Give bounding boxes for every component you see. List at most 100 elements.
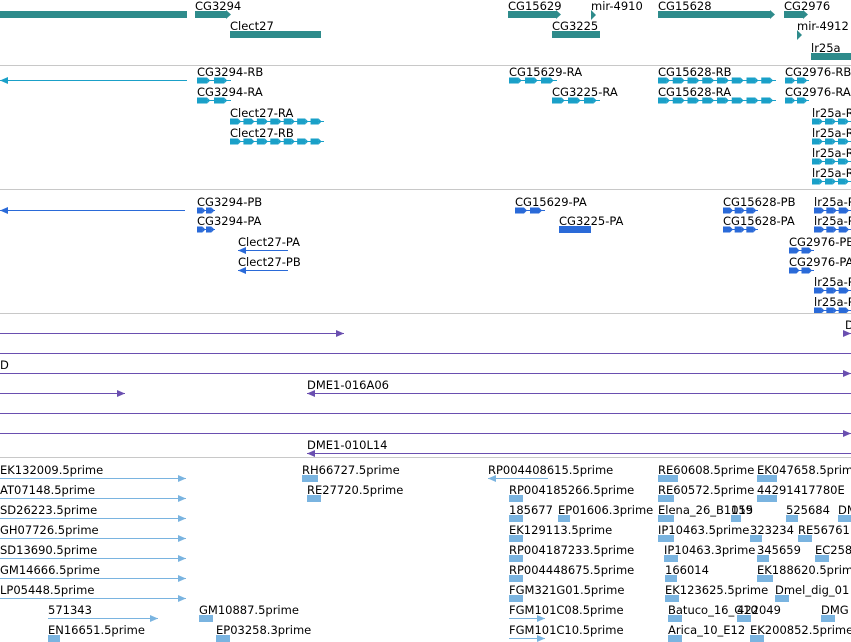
feature-glyph[interactable]	[0, 190, 851, 314]
feature-label[interactable]: CG2976-RA	[785, 85, 851, 99]
feature-label[interactable]: 345659	[757, 543, 801, 557]
feature-transcripts[interactable]: CG3294-RA	[0, 66, 851, 190]
feature-label[interactable]: 166014	[665, 563, 709, 577]
feature-ests[interactable]: 345659	[0, 458, 851, 642]
feature-ests[interactable]: GH07726.5prime	[0, 458, 851, 642]
feature-glyph[interactable]	[0, 458, 851, 642]
feature-glyph[interactable]	[0, 66, 851, 190]
feature-label[interactable]: CG3225-PA	[559, 214, 624, 228]
feature-label[interactable]: IP10463.5prime	[658, 523, 750, 537]
feature-glyph[interactable]	[0, 458, 851, 642]
feature-label[interactable]: CG2976-PB	[789, 235, 851, 249]
feature-ests[interactable]: IP10463.3prime	[0, 458, 851, 642]
feature-glyph[interactable]	[0, 458, 851, 642]
feature-ests[interactable]: EP01606.3prime	[0, 458, 851, 642]
feature-gene-span[interactable]: mir-4910	[0, 0, 851, 66]
feature-gene-span[interactable]: mir-4912	[0, 0, 851, 66]
feature-glyph[interactable]	[0, 458, 851, 642]
feature-ests[interactable]: EC258	[0, 458, 851, 642]
feature-label[interactable]: mir-4912	[797, 19, 849, 33]
feature-glyph[interactable]	[0, 458, 851, 642]
feature-gene-span[interactable]: Clect27	[0, 0, 851, 66]
feature-label[interactable]: SD13690.5prime	[0, 543, 98, 557]
feature-clones[interactable]: D	[0, 314, 851, 458]
feature-ests[interactable]: LP05448.5prime	[0, 458, 851, 642]
feature-ests[interactable]: RP004408615.5prime	[0, 458, 851, 642]
feature-glyph[interactable]	[0, 66, 851, 190]
feature-glyph[interactable]	[0, 458, 851, 642]
feature-glyph[interactable]	[0, 458, 851, 642]
feature-transcripts[interactable]: CG15628-RB	[0, 66, 851, 190]
feature-ests[interactable]: RE60572.5prime	[0, 458, 851, 642]
feature-label[interactable]: CG3294	[195, 0, 242, 13]
feature-label[interactable]: CG3294-PA	[197, 214, 262, 228]
feature-ests[interactable]: EK047658.5prime	[0, 458, 851, 642]
feature-ests[interactable]: RE27720.5prime	[0, 458, 851, 642]
feature-ests[interactable]: RH66727.5prime	[0, 458, 851, 642]
feature-label[interactable]: CG2976-RB	[785, 66, 851, 79]
feature-label[interactable]: EK200852.5prime	[750, 623, 851, 637]
feature-glyph[interactable]	[0, 190, 851, 314]
feature-label[interactable]: CG3225	[552, 19, 599, 33]
feature-proteins[interactable]: CG3225-PA	[0, 190, 851, 314]
feature-gene-span[interactable]: CG3225	[0, 0, 851, 66]
feature-glyph[interactable]	[0, 458, 851, 642]
feature-glyph[interactable]	[0, 190, 851, 314]
feature-label[interactable]: RP004408615.5prime	[488, 463, 614, 477]
feature-glyph[interactable]	[0, 458, 851, 642]
feature-ests[interactable]: RE56761	[0, 458, 851, 642]
feature-clones[interactable]	[0, 314, 851, 458]
feature-label[interactable]: lr25a-RC	[812, 146, 851, 160]
feature-glyph[interactable]	[0, 190, 851, 314]
feature-label[interactable]: CG3294-RB	[197, 66, 264, 79]
feature-label[interactable]: EK132009.5prime	[0, 463, 104, 477]
feature-transcripts[interactable]: CG3225-RA	[0, 66, 851, 190]
feature-glyph[interactable]	[0, 458, 851, 642]
feature-glyph[interactable]	[0, 314, 851, 458]
feature-glyph[interactable]	[0, 314, 851, 458]
feature-ests[interactable]: 159	[0, 458, 851, 642]
feature-glyph[interactable]	[0, 458, 851, 642]
feature-glyph[interactable]	[0, 458, 851, 642]
feature-ests[interactable]: SD26223.5prime	[0, 458, 851, 642]
feature-glyph[interactable]	[0, 190, 851, 314]
feature-proteins[interactable]: CG2976-PA	[0, 190, 851, 314]
feature-ests[interactable]: Arica_10_E12	[0, 458, 851, 642]
feature-glyph[interactable]	[0, 190, 851, 314]
feature-transcripts[interactable]: lr25a-RD	[0, 66, 851, 190]
feature-glyph[interactable]	[0, 458, 851, 642]
feature-ests[interactable]: 525684	[0, 458, 851, 642]
feature-proteins[interactable]: CG15629-PA	[0, 190, 851, 314]
feature-label[interactable]: Clect27-RA	[230, 106, 294, 120]
feature-label[interactable]: EK129113.5prime	[509, 523, 613, 537]
feature-glyph[interactable]	[0, 458, 851, 642]
feature-glyph[interactable]	[0, 66, 851, 190]
feature-transcripts[interactable]: CG15628-RA	[0, 66, 851, 190]
feature-label[interactable]: FGM321G01.5prime	[509, 583, 625, 597]
feature-glyph[interactable]	[0, 190, 851, 314]
feature-glyph[interactable]	[0, 66, 851, 190]
feature-glyph[interactable]	[0, 458, 851, 642]
feature-glyph[interactable]	[0, 458, 851, 642]
feature-glyph[interactable]	[0, 314, 851, 458]
feature-label[interactable]: FGM101C10.5prime	[509, 623, 624, 637]
feature-glyph[interactable]	[0, 458, 851, 642]
feature-glyph[interactable]	[0, 0, 851, 66]
feature-label[interactable]: EK188620.5prime	[757, 563, 851, 577]
feature-label[interactable]: Elena_26_B1015	[658, 503, 754, 517]
feature-glyph[interactable]	[0, 0, 851, 66]
feature-glyph[interactable]	[0, 458, 851, 642]
feature-transcripts[interactable]: lr25a-RC	[0, 66, 851, 190]
feature-proteins[interactable]: lr25a-PB	[0, 190, 851, 314]
feature-label[interactable]: 44291417780E	[757, 483, 845, 497]
feature-glyph[interactable]	[0, 458, 851, 642]
feature-label[interactable]: lr25a-PD	[814, 295, 851, 309]
feature-ests[interactable]: 166014	[0, 458, 851, 642]
feature-transcripts[interactable]: CG2976-RA	[0, 66, 851, 190]
feature-ests[interactable]: RP004187233.5prime	[0, 458, 851, 642]
feature-label[interactable]: CG2976	[784, 0, 831, 13]
feature-glyph[interactable]	[0, 458, 851, 642]
feature-transcripts[interactable]: Clect27-RB	[0, 66, 851, 190]
feature-ests[interactable]: FGM101C08.5prime	[0, 458, 851, 642]
feature-glyph[interactable]	[0, 0, 851, 66]
